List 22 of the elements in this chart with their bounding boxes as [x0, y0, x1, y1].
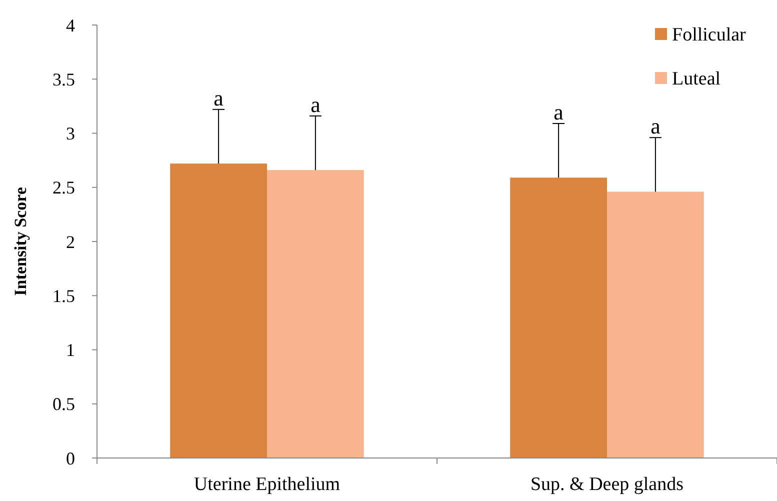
bar	[607, 192, 704, 458]
y-tick-label: 1.5	[52, 286, 75, 306]
x-tick-label: Uterine Epithelium	[194, 474, 340, 495]
bar	[267, 170, 364, 458]
bar	[510, 178, 607, 458]
y-tick-label: 0.5	[52, 394, 75, 414]
y-tick-label: 2.5	[52, 178, 75, 198]
annotation: a	[650, 114, 661, 139]
legend-label: Follicular	[672, 24, 747, 46]
legend-label: Luteal	[672, 68, 721, 90]
y-tick-label: 3	[66, 124, 75, 144]
y-tick-label: 1	[66, 340, 75, 360]
y-axis-title: Intensity Score	[11, 186, 30, 296]
annotation: a	[554, 100, 564, 125]
y-tick-label: 4	[66, 15, 75, 36]
y-tick-label: 3.5	[52, 69, 75, 90]
bar	[170, 164, 267, 458]
annotation: a	[214, 85, 224, 110]
annotation: a	[310, 92, 321, 117]
x-tick-label: Sup. & Deep glands	[530, 474, 684, 495]
y-tick-label: 2	[66, 232, 75, 252]
y-tick-label: 0	[66, 448, 75, 468]
